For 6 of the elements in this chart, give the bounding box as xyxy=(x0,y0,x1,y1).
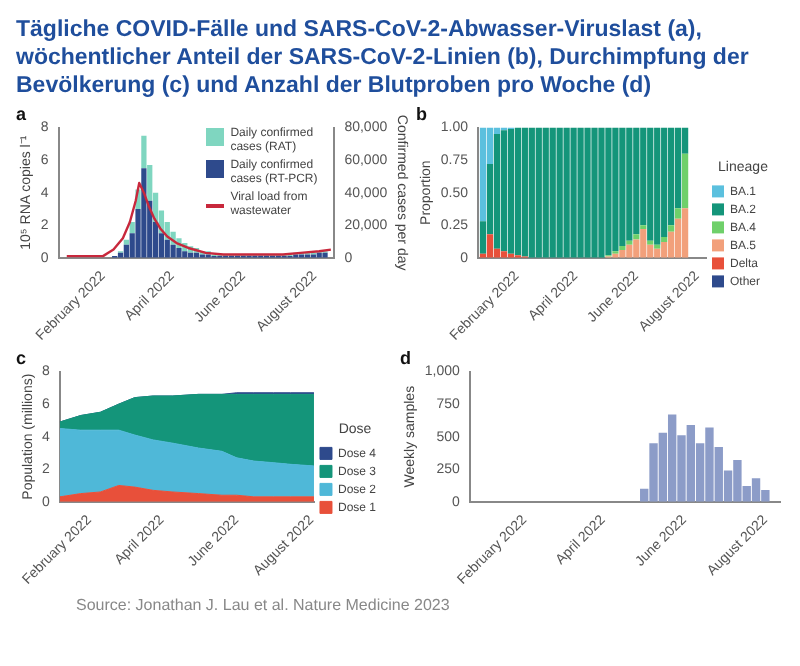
chart-title: b xyxy=(416,103,428,124)
source-note: Source: Jonathan J. Lau et al. Nature Medicine 2023 xyxy=(74,596,452,614)
chart-title: a xyxy=(16,103,28,124)
text: Tägliche COVID-Fälle und SARS-CoV-2-Abwasser-Viruslast (a), wöchentlicher Anteil der SARS-CoV-2-Linien (b), Durchimpfung der Bevölkerung (c) und Anzahl der Blutproben pro Woche (d) xyxy=(16,16,751,100)
chart-title: c xyxy=(16,347,27,368)
chart-title: d xyxy=(400,347,411,368)
